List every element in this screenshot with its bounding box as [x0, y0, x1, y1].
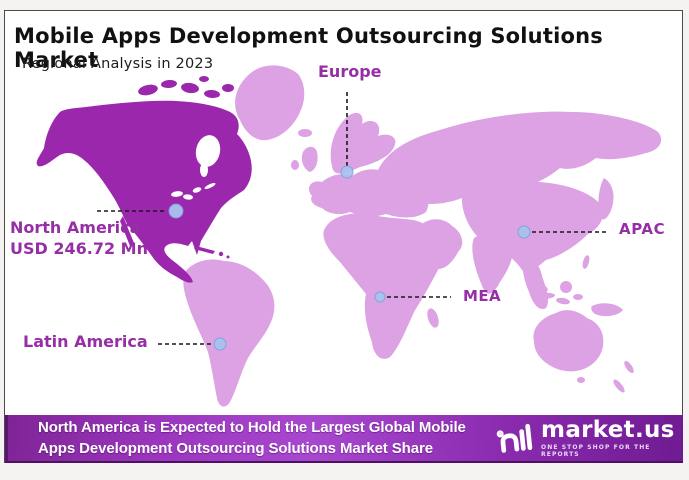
- hudson-bay: [195, 135, 221, 167]
- north-america-label-text: North America: [10, 218, 141, 237]
- region-label-europe: Europe: [318, 62, 382, 81]
- australia-region: [533, 310, 604, 372]
- borneo-island: [560, 281, 572, 293]
- tasmania-island: [577, 377, 585, 383]
- philippines-island: [582, 255, 590, 269]
- logo-text-column: market.us ONE STOP SHOP FOR THE REPORTS: [541, 416, 683, 458]
- cuba-island: [194, 246, 215, 254]
- region-label-north-america: North America USD 246.72 Mn: [10, 217, 148, 259]
- marketus-logo-icon: [496, 423, 532, 453]
- uk-region: [301, 146, 318, 172]
- north-america-marker-dot: [168, 203, 184, 219]
- james-bay: [200, 163, 208, 177]
- south-america-region: [183, 259, 275, 407]
- new-guinea-region: [591, 303, 623, 317]
- great-lake-1: [171, 191, 183, 197]
- st-lawrence: [204, 182, 216, 190]
- baja-california: [120, 216, 134, 246]
- greenland-region: [235, 65, 305, 141]
- north-america-lakes: [171, 135, 221, 200]
- region-label-mea: MEA: [463, 287, 501, 305]
- apac-marker-dot: [517, 225, 531, 239]
- java-island: [537, 292, 555, 300]
- region-label-latin-america: Latin America: [23, 332, 148, 351]
- arctic-island-1: [138, 84, 158, 96]
- logo-brand-text: market.us: [541, 416, 675, 443]
- sulawesi-island: [556, 297, 570, 305]
- arctic-island-6: [199, 76, 209, 82]
- kamchatka-region: [578, 116, 600, 164]
- logo-dot: [496, 430, 504, 438]
- great-lake-3: [192, 187, 202, 193]
- marketus-logo: market.us ONE STOP SHOP FOR THE REPORTS: [496, 416, 683, 458]
- arctic-island-5: [222, 84, 234, 92]
- north-america-value-text: USD 246.72 Mn: [10, 239, 148, 258]
- europe-marker-dot: [340, 165, 354, 179]
- base-regions: [183, 65, 662, 407]
- arctic-island-2: [161, 79, 177, 89]
- banner-line-2: Apps Development Outsourcing Solutions M…: [38, 440, 433, 457]
- logo-tagline-text: ONE STOP SHOP FOR THE REPORTS: [541, 443, 651, 458]
- leader-lines: [97, 92, 606, 345]
- arctic-island-4: [204, 89, 220, 99]
- new-zealand-south-island: [613, 379, 625, 393]
- region-label-apac: APAC: [619, 220, 666, 238]
- banner-text: North America is Expected to Hold the La…: [38, 417, 488, 459]
- hispaniola-island: [218, 251, 224, 257]
- logo-arch: [500, 433, 519, 453]
- latin-america-marker-dot: [213, 337, 227, 351]
- arctic-island-3: [181, 82, 199, 94]
- madagascar-island: [427, 308, 439, 328]
- china-region: [461, 181, 603, 273]
- puerto-rico-island: [226, 255, 230, 259]
- sumatra-island: [534, 280, 548, 292]
- banner-line-1: North America is Expected to Hold the La…: [38, 419, 466, 436]
- iceland-region: [298, 129, 312, 137]
- logo-bar-1: [518, 429, 526, 451]
- new-zealand-north-island: [624, 361, 634, 373]
- africa-region: [323, 213, 446, 359]
- marker-dots: [168, 165, 531, 351]
- bottom-banner: North America is Expected to Hold the La…: [5, 415, 683, 463]
- page-subtitle: Regional Analysis in 2023: [22, 56, 214, 72]
- mea-marker-dot: [374, 291, 386, 303]
- logo-bar-2: [524, 423, 532, 451]
- ireland-region: [291, 160, 299, 170]
- lesser-sunda-island: [573, 294, 583, 300]
- great-lake-2: [183, 194, 193, 200]
- page-title: Mobile Apps Development Outsourcing Solu…: [14, 24, 603, 72]
